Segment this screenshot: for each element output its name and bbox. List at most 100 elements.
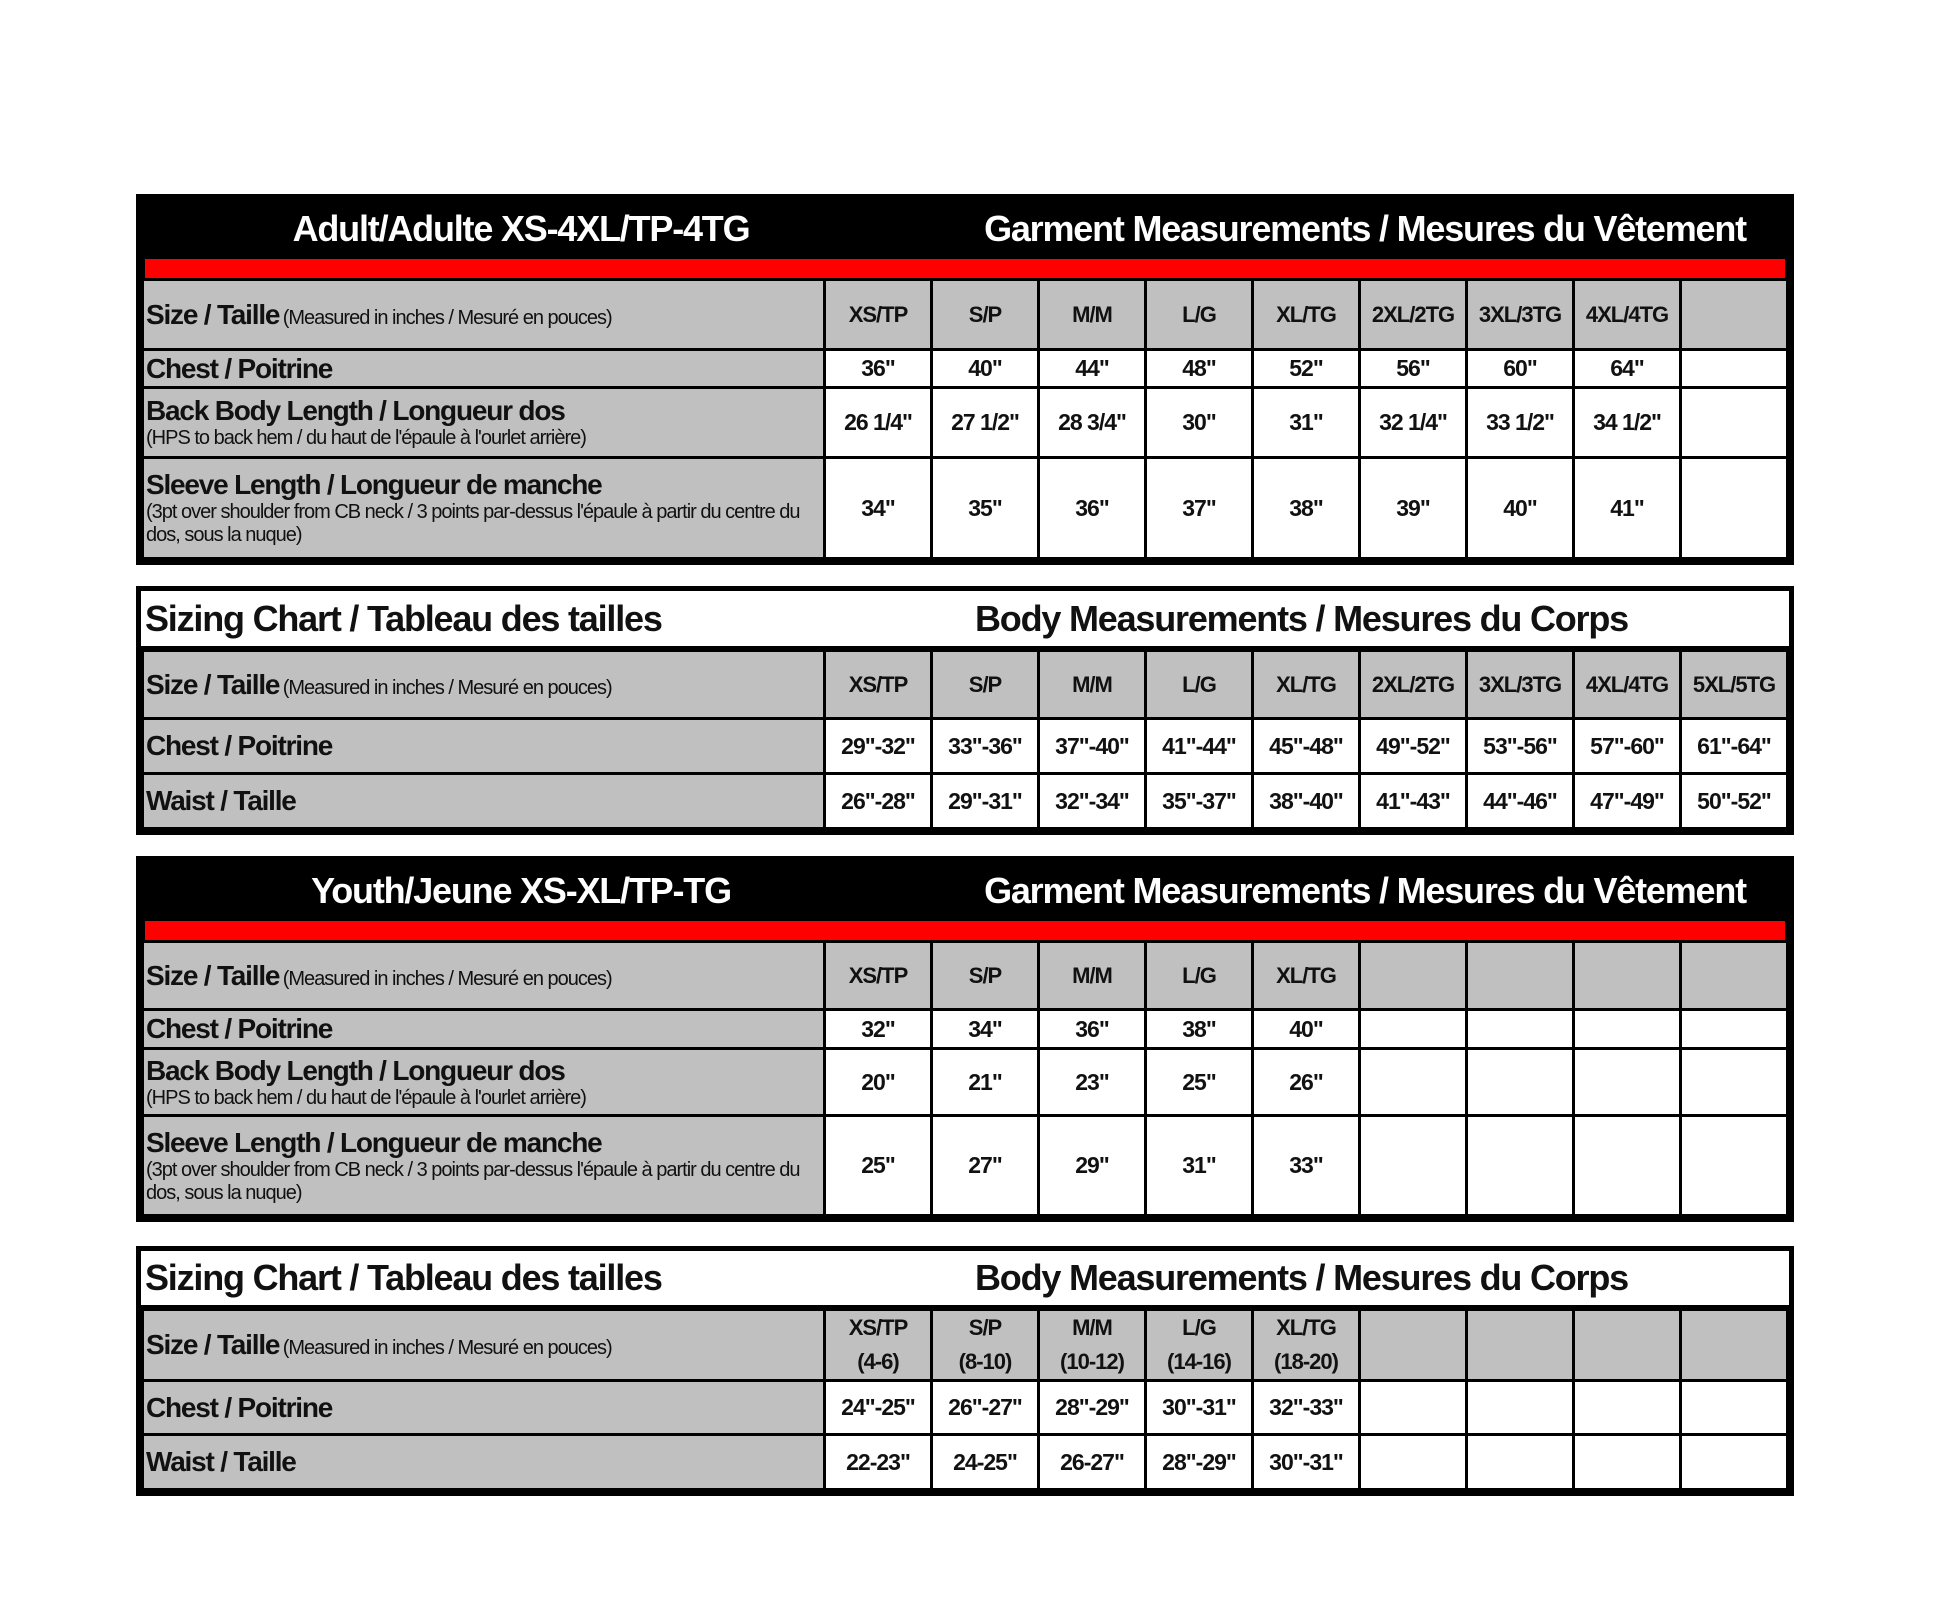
measurement-cell bbox=[1361, 1050, 1465, 1114]
row-label-cell: Size / Taille (Measured in inches / Mesu… bbox=[144, 1311, 823, 1379]
measurement-cell bbox=[1682, 459, 1786, 557]
row-label: Size / Taille bbox=[146, 668, 280, 700]
size-column-header: 3XL/3TG bbox=[1468, 281, 1572, 348]
table-title-bar: Youth/Jeune XS-XL/TP-TG Garment Measureme… bbox=[141, 861, 1789, 921]
measurement-cell: 28"-29" bbox=[1040, 1382, 1144, 1433]
row-label: Waist / Taille bbox=[146, 785, 297, 816]
row-label-cell: Back Body Length / Longueur dos (HPS to b… bbox=[144, 1050, 823, 1114]
size-column-header: M/M bbox=[1040, 652, 1144, 717]
row-label: Size / Taille bbox=[146, 1329, 280, 1360]
size-column-header bbox=[1575, 943, 1679, 1008]
row-note: (Measured in inches / Mesuré en pouces) bbox=[282, 967, 613, 990]
row-label: Chest / Poitrine bbox=[146, 352, 333, 384]
row-note: (Measured in inches / Mesuré en pouces) bbox=[282, 306, 613, 329]
size-column-header: XS/TP (4-6) bbox=[826, 1311, 930, 1379]
measurement-cell: 40" bbox=[1254, 1011, 1358, 1047]
row-label: Back Body Length / Longueur dos bbox=[146, 395, 566, 426]
size-column-header: S/P bbox=[933, 943, 1037, 1008]
size-column-header: L/G bbox=[1147, 281, 1251, 348]
measurement-cell bbox=[1468, 1382, 1572, 1433]
size-column-header: XS/TP bbox=[826, 281, 930, 348]
measurement-cell: 30"-31" bbox=[1147, 1382, 1251, 1433]
size-column-header: M/M (10-12) bbox=[1040, 1311, 1144, 1379]
measurement-cell: 38" bbox=[1254, 459, 1358, 557]
row-label: Sleeve Length / Longueur de manche bbox=[146, 1126, 603, 1158]
table-row: Back Body Length / Longueur dos (HPS to b… bbox=[144, 389, 1786, 456]
measurement-cell bbox=[1361, 1436, 1465, 1488]
measurement-cell: 45"-48" bbox=[1254, 720, 1358, 772]
measurement-cell: 40" bbox=[933, 351, 1037, 386]
table-title-bar: Sizing Chart / Tableau des tailles Body M… bbox=[141, 1251, 1789, 1305]
row-label: Size / Taille bbox=[146, 959, 280, 991]
size-header-row: Size / Taille (Measured in inches / Mesu… bbox=[144, 1311, 1786, 1379]
size-column-header bbox=[1361, 1311, 1465, 1379]
measurement-cell bbox=[1682, 351, 1786, 386]
measurement-cell: 28"-29" bbox=[1147, 1436, 1251, 1488]
measurement-cell: 26"-27" bbox=[933, 1382, 1037, 1433]
row-label: Chest / Poitrine bbox=[146, 1391, 333, 1423]
measurement-cell: 39" bbox=[1361, 459, 1465, 557]
table-title-bar: Sizing Chart / Tableau des tailles Body M… bbox=[141, 591, 1789, 646]
measurement-cell bbox=[1575, 1382, 1679, 1433]
measurement-cell bbox=[1682, 1050, 1786, 1114]
size-column-header bbox=[1468, 943, 1572, 1008]
measurement-cell: 24"-25" bbox=[826, 1382, 930, 1433]
row-label: Size / Taille bbox=[146, 298, 280, 330]
table-row: Chest / Poitrine 29"-32" 33"-36" 37"-40" 41"… bbox=[144, 720, 1786, 772]
measurement-cell: 47"-49" bbox=[1575, 775, 1679, 827]
measurement-cell: 32"-34" bbox=[1040, 775, 1144, 827]
measurement-cell: 44"-46" bbox=[1468, 775, 1572, 827]
measurement-cell: 41" bbox=[1575, 459, 1679, 557]
table-title: Youth/Jeune XS-XL/TP-TG bbox=[311, 870, 732, 911]
size-column-header: 4XL/4TG bbox=[1575, 281, 1679, 348]
size-column-header: XL/TG bbox=[1254, 943, 1358, 1008]
table-title: Sizing Chart / Tableau des tailles bbox=[145, 1257, 663, 1298]
size-column-header: S/P bbox=[933, 281, 1037, 348]
size-table: Sizing Chart / Tableau des tailles Body M… bbox=[136, 586, 1794, 835]
row-label-cell: Waist / Taille bbox=[144, 775, 823, 827]
size-column-header: XS/TP bbox=[826, 652, 930, 717]
measurement-cell bbox=[1468, 1011, 1572, 1047]
measurement-cell: 37" bbox=[1147, 459, 1251, 557]
table-row: Waist / Taille 26"-28" 29"-31" 32"-34" 35"-3… bbox=[144, 775, 1786, 827]
measurement-cell: 29" bbox=[1040, 1117, 1144, 1214]
row-label: Back Body Length / Longueur dos bbox=[146, 1054, 566, 1086]
row-label-cell: Back Body Length / Longueur dos (HPS to b… bbox=[144, 389, 823, 456]
measurement-cell: 29"-32" bbox=[826, 720, 930, 772]
measurement-cell: 32"-33" bbox=[1254, 1382, 1358, 1433]
measurement-cell: 25" bbox=[826, 1117, 930, 1214]
measurement-cell: 60" bbox=[1468, 351, 1572, 386]
measurement-cell: 26" bbox=[1254, 1050, 1358, 1114]
row-note: (HPS to back hem / du haut de l'épaule à… bbox=[146, 1086, 587, 1109]
row-label: Waist / Taille bbox=[146, 1446, 297, 1477]
size-column-header: 4XL/4TG bbox=[1575, 652, 1679, 717]
table-title: Sizing Chart / Tableau des tailles bbox=[145, 597, 663, 639]
measurement-cell bbox=[1575, 1117, 1679, 1214]
measurement-cell: 24-25" bbox=[933, 1436, 1037, 1488]
row-label-cell: Chest / Poitrine bbox=[144, 1382, 823, 1433]
size-table: Adult/Adulte XS-4XL/TP-4TG Garment Measur… bbox=[136, 194, 1794, 565]
measurement-cell: 33 1/2" bbox=[1468, 389, 1572, 456]
table-subtitle: Garment Measurements / Mesures du Vêteme… bbox=[984, 870, 1747, 911]
measurement-cell: 25" bbox=[1147, 1050, 1251, 1114]
measurement-cell: 49"-52" bbox=[1361, 720, 1465, 772]
measurement-cell bbox=[1361, 1117, 1465, 1214]
measurement-table: Size / Taille (Measured in inches / Mesu… bbox=[141, 278, 1789, 560]
accent-bar bbox=[145, 259, 1785, 278]
measurement-cell: 40" bbox=[1468, 459, 1572, 557]
measurement-cell: 27 1/2" bbox=[933, 389, 1037, 456]
measurement-cell: 33" bbox=[1254, 1117, 1358, 1214]
row-label: Chest / Poitrine bbox=[146, 730, 333, 761]
measurement-cell: 30"-31" bbox=[1254, 1436, 1358, 1488]
table-subtitle: Garment Measurements / Mesures du Vêteme… bbox=[984, 208, 1747, 249]
measurement-cell: 41"-44" bbox=[1147, 720, 1251, 772]
table-subtitle: Body Measurements / Mesures du Corps bbox=[975, 1257, 1629, 1298]
accent-bar bbox=[145, 921, 1785, 940]
row-label: Sleeve Length / Longueur de manche bbox=[146, 469, 603, 500]
row-label-cell: Chest / Poitrine bbox=[144, 1011, 823, 1047]
row-note: (3pt over shoulder from CB neck / 3 poin… bbox=[146, 1158, 801, 1204]
size-column-header: XL/TG bbox=[1254, 281, 1358, 348]
size-column-header: S/P (8-10) bbox=[933, 1311, 1037, 1379]
size-column-header: 2XL/2TG bbox=[1361, 652, 1465, 717]
measurement-cell: 26"-28" bbox=[826, 775, 930, 827]
